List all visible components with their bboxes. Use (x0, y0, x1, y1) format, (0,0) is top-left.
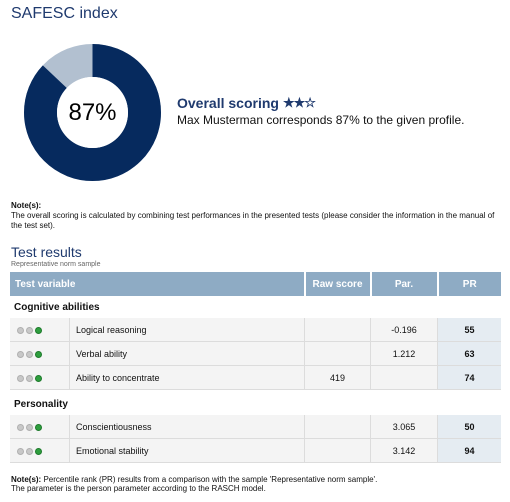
section-title: Cognitive abilities (14, 301, 100, 313)
raw-score-cell (304, 415, 371, 439)
status-indicator (10, 318, 70, 342)
column-header-raw-score: Raw score (304, 272, 372, 296)
pr-cell: 63 (437, 341, 501, 366)
star-filled-icon: ★ (282, 95, 295, 110)
note2-line2: The parameter is the person parameter ac… (11, 484, 266, 493)
par-cell: 3.065 (370, 415, 438, 439)
status-indicator (10, 365, 70, 390)
par-cell: 3.142 (370, 438, 438, 463)
test-variable-name: Emotional stability (69, 438, 305, 463)
note-text: The overall scoring is calculated by com… (11, 211, 495, 230)
table-body: Cognitive abilities Logical reasoning -0.1… (10, 296, 501, 463)
status-indicator (10, 341, 70, 366)
star-filled-icon: ★ (293, 95, 306, 110)
note2-label: Note(s): (11, 475, 42, 484)
indicator-dot-off-icon (26, 374, 33, 382)
table-row: Conscientiousness 3.065 50 (10, 415, 501, 439)
table-row: Ability to concentrate 419 74 (10, 365, 501, 390)
indicator-dot-off-icon (26, 423, 33, 431)
indicator-dot-off-icon (17, 326, 24, 334)
overall-heading: Overall scoring ★★☆ (177, 95, 464, 111)
raw-score-cell (304, 438, 371, 463)
column-header-par: Par. (370, 272, 439, 296)
table-row: Emotional stability 3.142 94 (10, 438, 501, 463)
pr-cell: 55 (437, 318, 501, 342)
section-header-row: Personality (10, 393, 501, 415)
test-results-subtitle: Representative norm sample (11, 261, 101, 268)
indicator-dot-off-icon (17, 350, 24, 358)
indicator-dot-off-icon (26, 447, 33, 455)
note-label: Note(s): (11, 201, 42, 210)
overall-percent: 87% (68, 98, 117, 126)
par-cell: 1.212 (370, 341, 438, 366)
par-cell: -0.196 (370, 318, 438, 342)
table-row: Logical reasoning -0.196 55 (10, 318, 501, 342)
section-title: Personality (14, 398, 68, 410)
indicator-dot-on-icon (35, 350, 42, 358)
table-row: Verbal ability 1.212 63 (10, 341, 501, 366)
star-empty-icon: ☆ (304, 95, 316, 110)
indicator-dot-off-icon (26, 350, 33, 358)
test-variable-name: Conscientiousness (69, 415, 305, 439)
indicator-dot-off-icon (17, 423, 24, 431)
indicator-dot-off-icon (26, 326, 33, 334)
indicator-dot-off-icon (17, 374, 24, 382)
donut-filled-segment (24, 44, 161, 181)
indicator-dot-on-icon (35, 374, 42, 382)
test-variable-name: Verbal ability (69, 341, 305, 366)
indicator-dot-on-icon (35, 447, 42, 455)
test-variable-name: Logical reasoning (69, 318, 305, 342)
indicator-dot-on-icon (35, 423, 42, 431)
status-indicator (10, 438, 70, 463)
pr-cell: 74 (437, 365, 501, 390)
overall-scoring-block: Overall scoring ★★☆ Max Musterman corres… (177, 95, 464, 127)
pr-cell: 50 (437, 415, 501, 439)
status-indicator (10, 415, 70, 439)
test-variable-name: Ability to concentrate (69, 365, 305, 390)
raw-score-cell (304, 318, 371, 342)
indicator-dot-off-icon (17, 447, 24, 455)
column-header-test-variable: Test variable (10, 272, 306, 296)
donut-center (57, 77, 128, 148)
table-header-row: Test variable Raw score Par. PR (10, 272, 501, 296)
overall-description: Max Musterman corresponds 87% to the giv… (177, 113, 465, 127)
star-rating: ★★☆ (282, 95, 316, 111)
overall-heading-label: Overall scoring (177, 95, 279, 111)
overall-donut-chart (24, 44, 161, 181)
raw-score-cell: 419 (304, 365, 371, 390)
par-cell (370, 365, 438, 390)
indicator-dot-on-icon (35, 326, 42, 334)
test-results-table: Test variable Raw score Par. PR Cognitiv… (10, 272, 501, 463)
pr-cell: 94 (437, 438, 501, 463)
raw-score-cell (304, 341, 371, 366)
section-header-row: Cognitive abilities (10, 296, 501, 318)
page-title: SAFESC index (11, 5, 118, 22)
column-header-pr: PR (437, 272, 501, 296)
test-results-title: Test results (11, 244, 82, 260)
scoring-note: Note(s): The overall scoring is calculat… (11, 201, 503, 231)
note2-line1: Percentile rank (PR) results from a comp… (43, 475, 378, 484)
percentile-note: Note(s): Percentile rank (PR) results fr… (11, 475, 503, 493)
